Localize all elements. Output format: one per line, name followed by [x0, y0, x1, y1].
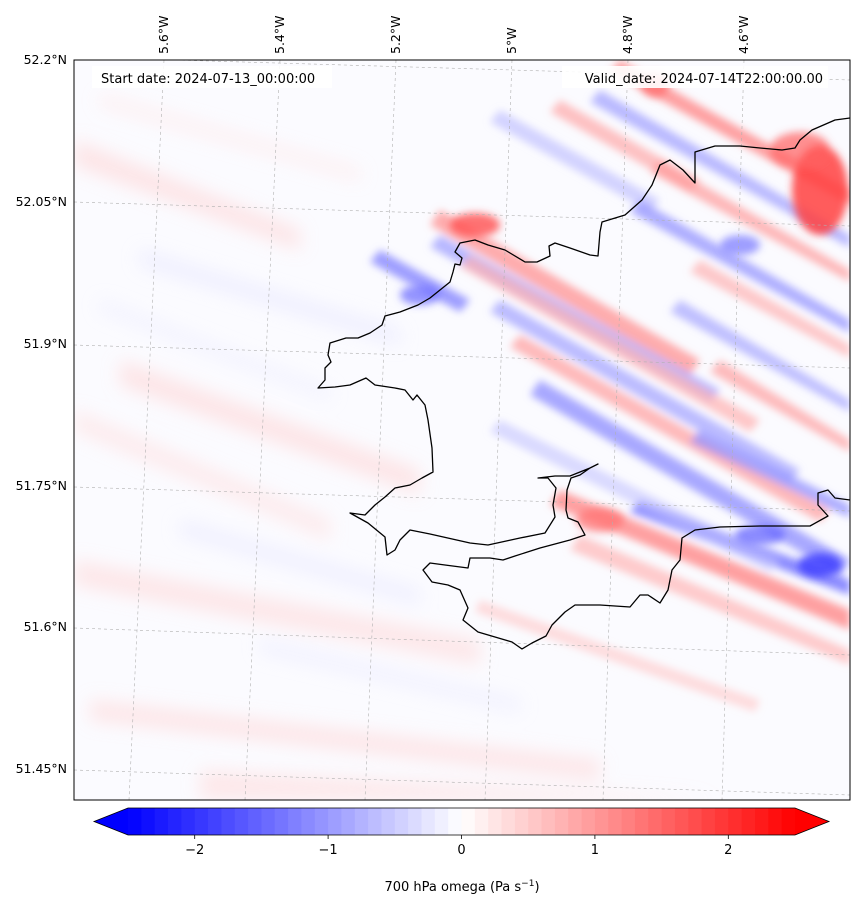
colorbar-cell — [661, 808, 676, 835]
start-date-box-bg — [92, 66, 332, 88]
lon-label-5: 5°W — [504, 27, 519, 54]
colorbar-cell — [221, 808, 236, 835]
colorbar-cell — [194, 808, 209, 835]
colorbar-cell — [474, 808, 489, 835]
colorbar-outline — [92, 807, 831, 836]
colorbar-tick-label: 0 — [457, 843, 465, 858]
coastline — [317, 117, 850, 650]
omega-field-weak-band-layer — [74, 95, 720, 800]
colorbar-cell — [274, 808, 289, 835]
colorbar-cell — [781, 808, 796, 835]
colorbar-cell — [728, 808, 743, 835]
colorbar-cell — [541, 808, 556, 835]
longitude-labels: 5.6°W 5.4°W 5.2°W 5°W 4.8°W 4.6°W — [156, 16, 751, 55]
colorbar-cell — [408, 808, 423, 835]
colorbar-cell — [314, 808, 329, 835]
valid-date-label: Valid_date: 2024-07-14T22:00:00.00 — [585, 72, 823, 87]
colorbar-cell — [368, 808, 383, 835]
start-date-label: Start date: 2024-07-13_00:00:00 — [101, 72, 315, 87]
map-panel: Start date: 2024-07-13_00:00:00 Valid_da… — [73, 59, 851, 801]
colorbar-cell — [168, 808, 182, 835]
colorbar-cell — [208, 808, 222, 835]
colorbar-cell — [754, 808, 769, 835]
colorbar-cell — [141, 808, 156, 835]
colorbar-tick-label: 2 — [724, 843, 732, 858]
colorbar-tick-label: 1 — [591, 843, 599, 858]
colorbar-cell — [328, 808, 343, 835]
colorbar-label-close: ) — [534, 880, 539, 895]
lon-label-5-2: 5.2°W — [388, 16, 403, 55]
colorbar-cells — [128, 808, 796, 835]
colorbar-cell — [154, 808, 169, 835]
lat-label-52-2: 52.2°N — [24, 52, 67, 67]
colorbar-tick-label: −2 — [185, 843, 204, 858]
colorbar-cell — [234, 808, 249, 835]
colorbar-ticks: −2 −1 0 1 2 — [185, 835, 732, 858]
omega-field-wave-band-layer — [370, 60, 850, 712]
lon-label-5-6: 5.6°W — [156, 16, 171, 55]
colorbar-cell — [568, 808, 583, 835]
colorbar-cell — [714, 808, 729, 835]
lat-label-51-6: 51.6°N — [24, 619, 67, 634]
colorbar-cell — [354, 808, 369, 835]
coastline-north — [317, 117, 850, 650]
colorbar-cell — [581, 808, 596, 835]
colorbar-cell — [448, 808, 463, 835]
colorbar-cell — [528, 808, 543, 835]
omega-field — [74, 60, 850, 800]
colorbar: −2 −1 0 1 2 700 hPa omega (Pa s−1) — [92, 807, 831, 895]
colorbar-cell — [288, 808, 303, 835]
colorbar-cell — [688, 808, 703, 835]
valid-date-box: Valid_date: 2024-07-14T22:00:00.00 — [562, 66, 828, 88]
colorbar-label-main: 700 hPa omega (Pa s — [384, 880, 521, 895]
map-frame — [73, 59, 851, 801]
colorbar-extend-min-arrow — [94, 808, 128, 835]
colorbar-label: 700 hPa omega (Pa s−1) — [384, 879, 539, 895]
colorbar-cell — [394, 808, 409, 835]
colorbar-extend-max-arrow — [795, 808, 829, 835]
lat-label-51-9: 51.9°N — [24, 336, 67, 351]
colorbar-label-exponent: −1 — [521, 879, 534, 889]
lon-label-5-4: 5.4°W — [272, 16, 287, 55]
colorbar-cell — [768, 808, 783, 835]
colorbar-cell — [128, 808, 142, 835]
colorbar-cell — [261, 808, 276, 835]
lon-label-4-8: 4.8°W — [620, 16, 635, 55]
colorbar-cell — [514, 808, 529, 835]
colorbar-cell — [608, 808, 623, 835]
lat-label-51-45: 51.45°N — [16, 761, 67, 776]
lon-label-4-6: 4.6°W — [736, 16, 751, 55]
colorbar-cell — [301, 808, 316, 835]
latitude-labels: 52.2°N 52.05°N 51.9°N 51.75°N 51.6°N 51.… — [16, 52, 67, 776]
colorbar-cell — [594, 808, 609, 835]
colorbar-cell — [381, 808, 396, 835]
colorbar-cell — [648, 808, 663, 835]
colorbar-cell — [341, 808, 356, 835]
colorbar-cell — [634, 808, 649, 835]
colorbar-cell — [181, 808, 196, 835]
colorbar-cell — [674, 808, 689, 835]
colorbar-cell — [488, 808, 503, 835]
colorbar-cell — [461, 808, 476, 835]
colorbar-tick-label: −1 — [319, 843, 338, 858]
lat-label-51-75: 51.75°N — [16, 478, 67, 493]
colorbar-cell — [421, 808, 436, 835]
colorbar-cell — [701, 808, 716, 835]
colorbar-cell — [621, 808, 636, 835]
start-date-box: Start date: 2024-07-13_00:00:00 — [92, 66, 332, 88]
colorbar-cell — [501, 808, 516, 835]
lat-label-52-05: 52.05°N — [16, 194, 67, 209]
colorbar-cell — [554, 808, 569, 835]
colorbar-cell — [434, 808, 449, 835]
colorbar-cell — [741, 808, 756, 835]
valid-date-box-bg — [562, 66, 828, 88]
colorbar-cell — [248, 808, 262, 835]
